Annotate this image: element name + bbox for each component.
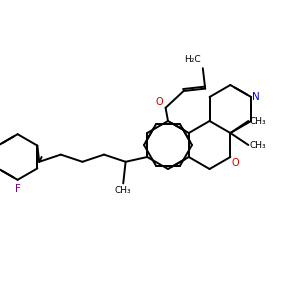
Text: F: F xyxy=(15,184,21,194)
Text: CH₃: CH₃ xyxy=(249,116,266,125)
Text: O: O xyxy=(156,97,164,107)
Text: O: O xyxy=(231,158,239,168)
Text: N: N xyxy=(252,92,260,102)
Text: H₂C: H₂C xyxy=(184,55,201,64)
Text: CH₃: CH₃ xyxy=(115,186,131,195)
Text: CH₃: CH₃ xyxy=(249,140,266,149)
